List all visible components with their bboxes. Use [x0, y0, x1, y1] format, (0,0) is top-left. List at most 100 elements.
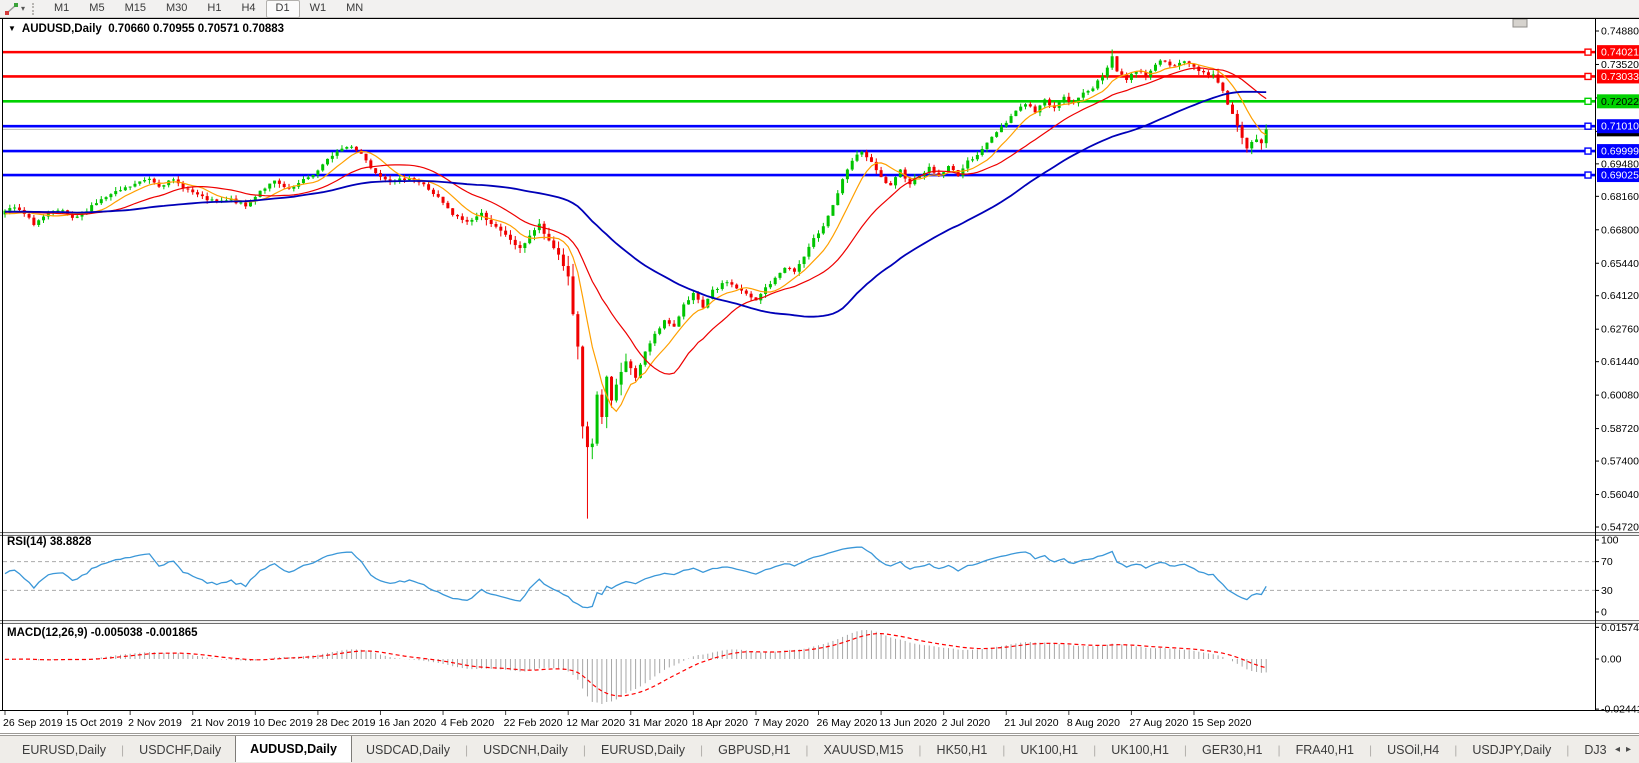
macd-main-value: -0.005038: [90, 627, 143, 639]
toolbar-dropdown-caret-icon[interactable]: ▾: [21, 3, 26, 13]
chart-tab-hk50-h1[interactable]: HK50,H1: [936, 742, 988, 757]
svg-text:31 Mar 2020: 31 Mar 2020: [629, 717, 688, 729]
tab-separator: |: [1566, 742, 1570, 757]
svg-text:4 Feb 2020: 4 Feb 2020: [441, 717, 494, 729]
moving-average-55: [4, 90, 1267, 318]
svg-text:0.71010: 0.71010: [1601, 121, 1639, 133]
tab-scroll-left-icon[interactable]: ◂: [1614, 744, 1620, 755]
toolbar-gripper[interactable]: [32, 2, 36, 15]
chart-tab-usdchf-daily[interactable]: USDCHF,Daily: [139, 742, 222, 757]
svg-text:2 Nov 2019: 2 Nov 2019: [128, 717, 182, 729]
chart-tab-ger30-h1[interactable]: GER30,H1: [1202, 742, 1263, 757]
svg-text:22 Feb 2020: 22 Feb 2020: [504, 717, 563, 729]
timeframe-button-h4[interactable]: H4: [241, 1, 256, 14]
chart-tab-xauusd-m15[interactable]: XAUUSD,M15: [823, 742, 904, 757]
tab-separator: |: [1002, 742, 1006, 757]
tab-separator: |: [1183, 742, 1188, 757]
svg-text:26 Sep 2019: 26 Sep 2019: [3, 717, 63, 729]
svg-text:0.69480: 0.69480: [1601, 158, 1639, 170]
tab-separator: |: [1368, 742, 1373, 757]
timeframe-button-w1[interactable]: W1: [309, 1, 327, 14]
svg-text:0.73033: 0.73033: [1601, 71, 1639, 83]
chart-tab-audusd-daily[interactable]: AUDUSD,Daily: [235, 736, 352, 762]
svg-text:70: 70: [1601, 556, 1613, 568]
timeframe-button-m30[interactable]: M30: [165, 1, 188, 14]
svg-text:100: 100: [1601, 535, 1619, 547]
price-axis[interactable]: 0.748800.735200.721600.708000.694800.681…: [1584, 26, 1639, 534]
chart-tab-fra40-h1[interactable]: FRA40,H1: [1295, 742, 1354, 757]
svg-text:0.54720: 0.54720: [1601, 522, 1639, 534]
tab-separator: |: [1454, 742, 1458, 757]
timeframe-button-d1[interactable]: D1: [265, 0, 300, 18]
moving-average-20: [4, 67, 1267, 375]
macd-signal-line: [5, 632, 1267, 697]
svg-text:0.61440: 0.61440: [1601, 356, 1639, 368]
svg-text:21 Jul 2020: 21 Jul 2020: [1004, 717, 1058, 729]
svg-text:0.64120: 0.64120: [1601, 290, 1639, 302]
tab-separator: |: [121, 742, 125, 757]
rsi-value: 38.8828: [49, 536, 92, 548]
svg-text:0.74880: 0.74880: [1601, 26, 1639, 38]
timeframe-button-m1[interactable]: M1: [54, 1, 70, 14]
chart-tab-gbpusd-h1[interactable]: GBPUSD,H1: [718, 742, 791, 757]
timeframe-button-m15[interactable]: M15: [124, 1, 146, 14]
timeframe-toolbar: ▾ M1 M5 M15 M30 H1 H4 D1 W1 MN: [0, 0, 1639, 18]
chart-collapse-icon[interactable]: ▼: [8, 24, 16, 33]
moving-average-8: [4, 62, 1267, 413]
timeframe-button-m5[interactable]: M5: [89, 1, 105, 14]
rsi-panel[interactable]: 100 70 30 0: [3, 535, 1619, 619]
svg-text:0.60080: 0.60080: [1601, 390, 1639, 402]
svg-text:0.62760: 0.62760: [1601, 324, 1639, 336]
svg-text:0.68160: 0.68160: [1601, 191, 1639, 203]
macd-signal-value: -0.001865: [145, 627, 198, 639]
chart-tab-uk100-h1[interactable]: UK100,H1: [1111, 742, 1169, 757]
svg-text:21 Nov 2019: 21 Nov 2019: [191, 717, 251, 729]
svg-text:18 Apr 2020: 18 Apr 2020: [691, 717, 748, 729]
chart-tab-eurusd-daily[interactable]: EURUSD,Daily: [22, 742, 107, 757]
svg-text:0: 0: [1601, 607, 1607, 619]
chart-ohlc-values: 0.70660 0.70955 0.70571 0.70883: [108, 23, 285, 35]
macd-indicator-label: MACD(12,26,9) -0.005038 -0.001865: [7, 627, 198, 639]
svg-text:0.00: 0.00: [1601, 654, 1622, 666]
svg-text:0.58720: 0.58720: [1601, 423, 1639, 435]
svg-text:0.56040: 0.56040: [1601, 489, 1639, 501]
chart-tab-usoil-h4[interactable]: USOil,H4: [1387, 742, 1440, 757]
price-chart-canvas[interactable]: 0.748800.735200.721600.708000.694800.681…: [0, 18, 1639, 735]
svg-text:0.65440: 0.65440: [1601, 258, 1639, 270]
chart-tab-eurusd-daily[interactable]: EURUSD,Daily: [600, 742, 686, 757]
date-axis[interactable]: 26 Sep 2019 15 Oct 2019 2 Nov 2019 21 Nov 2…: [3, 711, 1252, 729]
svg-text:30: 30: [1601, 585, 1613, 597]
chart-tab-bar: EURUSD,Daily | USDCHF,Daily AUDUSD,Daily USD…: [0, 735, 1639, 763]
svg-text:28 Dec 2019: 28 Dec 2019: [316, 717, 376, 729]
chart-tab-usdcad-daily[interactable]: USDCAD,Daily: [365, 742, 450, 757]
timeframe-button-h1[interactable]: H1: [207, 1, 222, 14]
candlestick-series: [3, 49, 1268, 519]
tab-scroll-arrows: ◂ ▸: [1607, 736, 1639, 763]
tab-scroll-right-icon[interactable]: ▸: [1625, 744, 1631, 755]
timeframe-button-mn[interactable]: MN: [346, 1, 364, 14]
svg-text:8 Aug 2020: 8 Aug 2020: [1067, 717, 1120, 729]
svg-text:2 Jul 2020: 2 Jul 2020: [942, 717, 991, 729]
svg-text:0.69025: 0.69025: [1601, 170, 1639, 182]
svg-text:26 May 2020: 26 May 2020: [817, 717, 878, 729]
chart-shift-marker[interactable]: [1512, 18, 1528, 28]
svg-text:12 Mar 2020: 12 Mar 2020: [566, 717, 625, 729]
chart-tab-uk100-h1[interactable]: UK100,H1: [1020, 742, 1079, 757]
svg-text:0.74021: 0.74021: [1601, 47, 1639, 59]
chart-tab-usdcnh-daily[interactable]: USDCNH,Daily: [483, 742, 568, 757]
svg-text:0.015741: 0.015741: [1601, 622, 1639, 634]
svg-text:10 Dec 2019: 10 Dec 2019: [253, 717, 313, 729]
chart-symbol-period: AUDUSD,Daily: [21, 23, 102, 35]
svg-text:15 Oct 2019: 15 Oct 2019: [66, 717, 123, 729]
drawing-tools-icon[interactable]: [4, 2, 20, 16]
tab-separator: |: [1093, 742, 1097, 757]
svg-text:0.72022: 0.72022: [1601, 96, 1639, 108]
chart-tab-dj30-daily[interactable]: DJ30,Daily: [1584, 742, 1607, 757]
svg-text:16 Jan 2020: 16 Jan 2020: [378, 717, 436, 729]
macd-panel[interactable]: 0.015741 0.00 -0.024412: [4, 622, 1639, 716]
chart-tab-usdjpy-daily[interactable]: USDJPY,Daily: [1472, 742, 1552, 757]
tab-separator: |: [465, 742, 469, 757]
horizontal-lines: [3, 50, 1595, 177]
svg-text:15 Sep 2020: 15 Sep 2020: [1192, 717, 1252, 729]
